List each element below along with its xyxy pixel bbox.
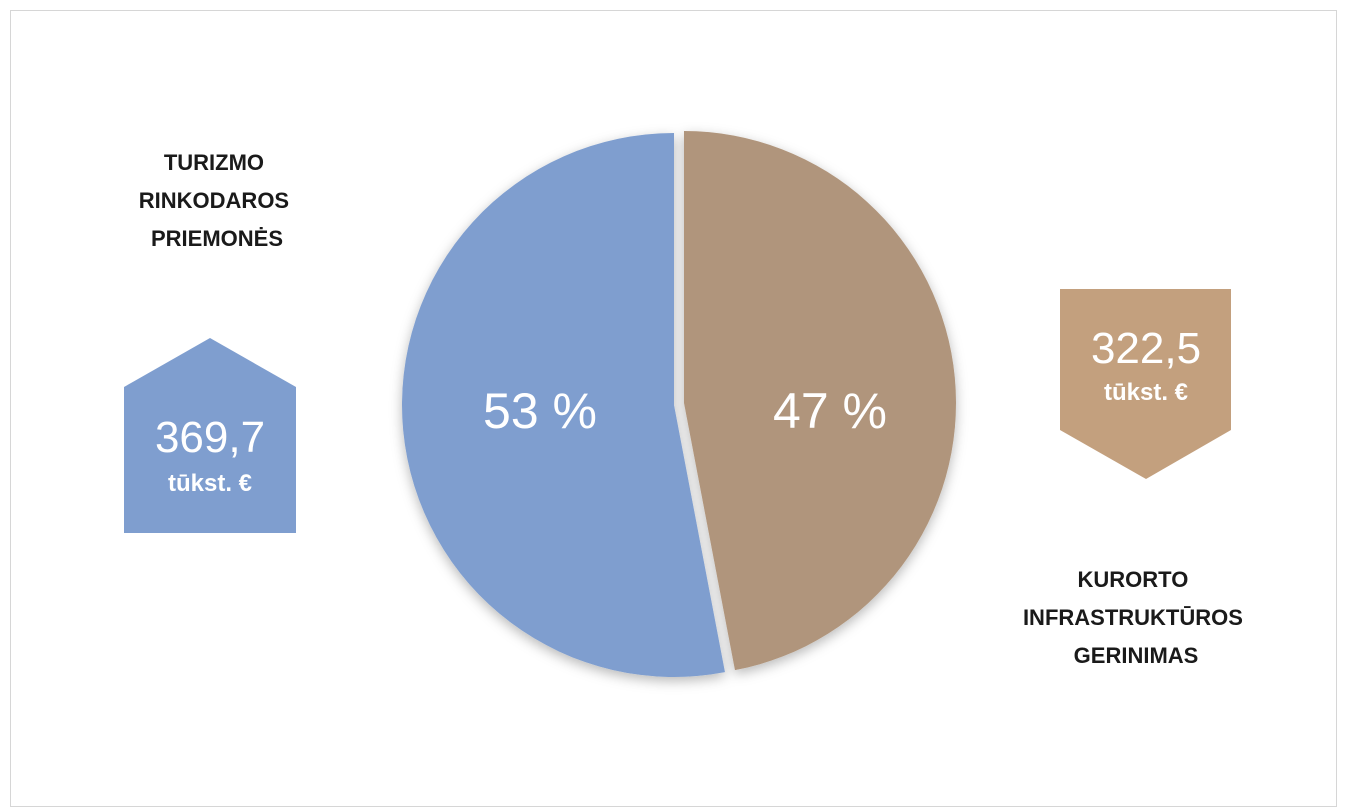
category-label-line: PRIEMONĖS [151,226,283,251]
value-unit-turizmo: tūkst. € [168,470,252,497]
category-label-line: TURIZMO [164,150,264,175]
value-label-turizmo: 369,7 [155,413,265,462]
category-label-line: RINKODAROS [139,188,289,213]
category-label-line: INFRASTRUKTŪROS [1023,605,1243,630]
percent-label-turizmo: 53 % [483,383,597,439]
category-label-kurorto: KURORTO INFRASTRUKTŪROS GERINIMAS [1023,567,1249,668]
value-badge-down-arrow [1060,289,1231,479]
value-unit-kurorto: tūkst. € [1104,379,1188,406]
value-badge-up-arrow [124,338,296,533]
percent-label-kurorto: 47 % [773,383,887,439]
category-label-line: GERINIMAS [1074,643,1199,668]
value-label-kurorto: 322,5 [1091,324,1201,373]
pie-slice-kurorto-infrastrukturos [684,131,956,671]
pie-slice-turizmo-rinkodaros [402,133,725,677]
category-label-turizmo: TURIZMO RINKODAROS PRIEMONĖS [139,150,295,251]
category-label-line: KURORTO [1078,567,1189,592]
